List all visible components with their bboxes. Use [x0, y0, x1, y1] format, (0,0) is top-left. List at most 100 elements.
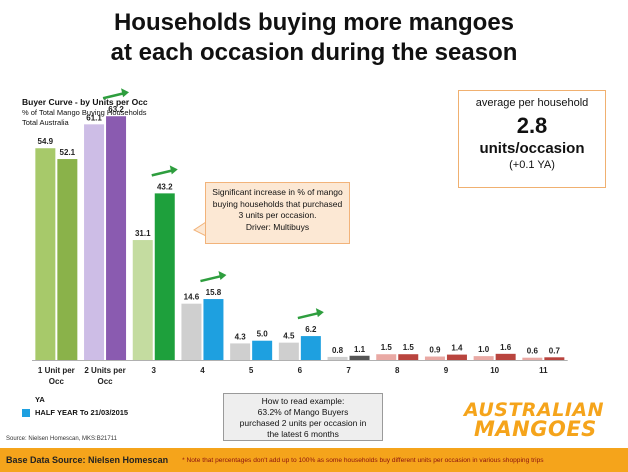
- bar-half-year: [446, 354, 467, 360]
- footer-bar: Base Data Source: Nielsen Homescan * Not…: [0, 448, 628, 472]
- data-label-half-year: 1.1: [354, 345, 366, 354]
- bar-ya: [473, 356, 494, 360]
- title-line-1: Households buying more mangoes: [113, 9, 515, 36]
- tick-label: 9: [444, 366, 449, 375]
- footer-base: Base Data Source: Nielsen Homescan: [6, 455, 169, 465]
- increase-arrow-shaft: [102, 92, 125, 100]
- data-label-ya: 61.1: [86, 113, 102, 122]
- chart-legend: YA HALF YEAR To 21/03/2015: [22, 393, 128, 419]
- bar-ya: [278, 342, 299, 360]
- callout-box: Significant increase in % of mango buyin…: [205, 182, 350, 244]
- bar-half-year: [57, 159, 78, 360]
- footer-note: * Note that percentages don't add up to …: [182, 456, 544, 464]
- logo-line-1: AUSTRALIAN: [464, 399, 605, 421]
- bar-half-year: [203, 299, 224, 360]
- legend-label-ya: YA: [35, 395, 45, 404]
- tick-label: 8: [395, 366, 400, 375]
- kpi-label: average per household: [475, 97, 589, 109]
- tick-label: 5: [249, 366, 254, 375]
- data-label-half-year: 1.5: [403, 343, 415, 352]
- increase-arrow-head: [218, 271, 227, 281]
- data-label-half-year: 1.4: [451, 344, 463, 353]
- chart-subtitle: % of Total Mango Buying Households: [22, 108, 147, 117]
- tick-label: 7: [346, 366, 351, 375]
- how-to-read-line-4: the latest 6 months: [267, 429, 339, 439]
- bar-ya: [84, 124, 105, 360]
- legend-item-half-year: HALF YEAR To 21/03/2015: [22, 406, 128, 419]
- data-label-half-year: 63.2: [108, 105, 124, 114]
- chart-title: Buyer Curve - by Units per Occ: [22, 97, 148, 107]
- data-label-ya: 0.6: [527, 347, 539, 356]
- bar-ya: [35, 148, 56, 360]
- callout-line-4: Driver: Multibuys: [245, 221, 310, 232]
- bar-half-year: [252, 340, 273, 360]
- legend-label-half-year: HALF YEAR To 21/03/2015: [35, 408, 129, 417]
- callout-line-3: 3 units per occasion.: [238, 210, 317, 220]
- callout-line-2: buying households that purchased: [212, 198, 343, 209]
- tick-label: 10: [490, 366, 499, 375]
- data-label-ya: 4.5: [283, 332, 295, 341]
- data-label-ya: 0.9: [429, 346, 441, 355]
- bar-half-year: [495, 353, 516, 360]
- source-note: Source: Nielsen Homescan, MKS:B21711: [6, 436, 117, 442]
- logo-line-2: MANGOES: [474, 417, 597, 441]
- legend-swatch-ya: [22, 395, 30, 404]
- tick-label: 4: [200, 366, 205, 375]
- bar-ya: [376, 354, 397, 360]
- page-title: Households buying more mangoes at each o…: [0, 8, 628, 68]
- australian-mangoes-logo: AUSTRALIAN MANGOES: [464, 399, 614, 441]
- bar-half-year: [106, 116, 127, 360]
- how-to-read-line-3: purchased 2 units per occasion in: [239, 418, 367, 428]
- how-to-read-line-2: 63.2% of Mango Buyers: [257, 407, 349, 417]
- kpi-change: (+0.1 YA): [509, 159, 555, 171]
- data-label-half-year: 52.1: [60, 148, 76, 157]
- title-line-2: at each occasion during the season: [110, 39, 518, 66]
- tick-label: Occ: [97, 377, 113, 386]
- tick-label: 3: [152, 366, 157, 375]
- increase-arrow-head: [121, 88, 130, 98]
- bar-half-year: [349, 355, 370, 360]
- kpi-value: 2.8: [516, 113, 548, 138]
- tick-label: 11: [539, 366, 548, 375]
- legend-swatch-half-year: [22, 408, 30, 417]
- tick-label: 6: [298, 366, 303, 375]
- data-label-half-year: 0.7: [549, 346, 561, 355]
- chart-header: Buyer Curve - by Units per Occ % of Tota…: [22, 97, 148, 128]
- kpi-unit: units/occasion: [479, 140, 585, 157]
- tick-label: Occ: [49, 377, 65, 386]
- bar-ya: [424, 356, 445, 360]
- data-label-ya: 4.3: [235, 332, 247, 341]
- increase-arrow-shaft: [151, 169, 174, 177]
- kpi-box: average per household 2.8 units/occasion…: [458, 90, 606, 188]
- bar-half-year: [398, 354, 419, 360]
- bar-half-year: [300, 336, 321, 360]
- data-label-half-year: 5.0: [257, 330, 269, 339]
- bar-ya: [181, 303, 202, 360]
- legend-item-ya: YA: [22, 393, 128, 406]
- data-label-half-year: 15.8: [206, 288, 222, 297]
- increase-arrow-shaft: [200, 274, 222, 283]
- bar-ya: [522, 357, 543, 360]
- data-label-half-year: 6.2: [305, 325, 317, 334]
- data-label-half-year: 43.2: [157, 182, 173, 191]
- tick-label: 2 Units per: [84, 366, 125, 375]
- bar-half-year: [154, 193, 175, 360]
- chart-region: Total Australia: [22, 118, 69, 127]
- callout-line-1: Significant increase in % of mango: [212, 187, 343, 197]
- increase-arrow-head: [315, 308, 324, 318]
- tick-label: 1 Unit per: [38, 366, 75, 375]
- bar-ya: [327, 356, 348, 360]
- increase-arrow-shaft: [297, 311, 320, 320]
- bar-half-year: [544, 357, 565, 360]
- data-label-half-year: 1.6: [500, 343, 512, 352]
- how-to-read-box: How to read example: 63.2% of Mango Buye…: [223, 393, 383, 441]
- data-label-ya: 14.6: [184, 293, 200, 302]
- data-label-ya: 1.5: [381, 343, 393, 352]
- data-label-ya: 31.1: [135, 229, 151, 238]
- data-label-ya: 1.0: [478, 345, 490, 354]
- data-label-ya: 54.9: [38, 137, 54, 146]
- bar-ya: [230, 343, 251, 360]
- how-to-read-line-1: How to read example:: [261, 396, 345, 406]
- bar-ya: [132, 240, 153, 360]
